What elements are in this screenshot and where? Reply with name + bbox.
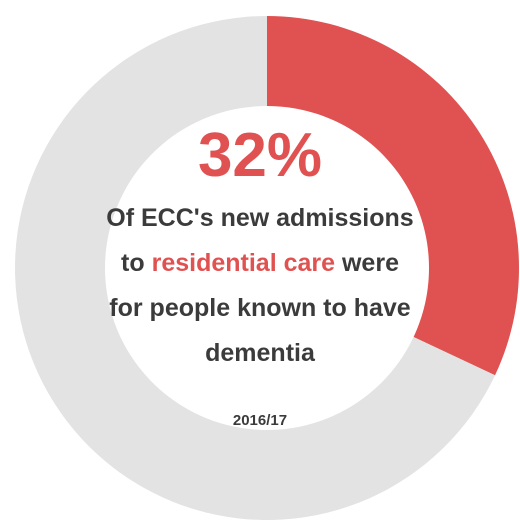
donut-slice-remainder [15,16,496,520]
donut-slice-highlighted [267,16,519,376]
